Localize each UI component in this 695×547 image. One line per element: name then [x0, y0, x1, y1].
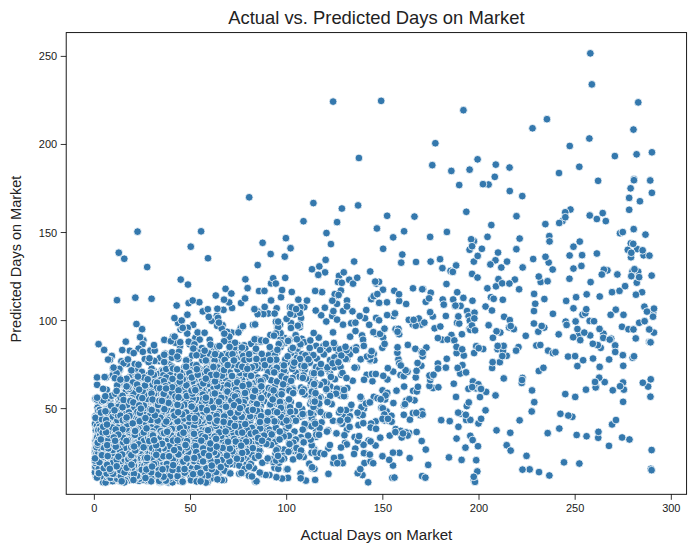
svg-text:0: 0 [91, 502, 97, 514]
svg-text:250: 250 [39, 50, 57, 62]
svg-text:150: 150 [374, 502, 392, 514]
svg-text:250: 250 [566, 502, 584, 514]
svg-text:150: 150 [39, 227, 57, 239]
svg-text:50: 50 [45, 403, 57, 415]
svg-text:200: 200 [470, 502, 488, 514]
svg-text:100: 100 [39, 315, 57, 327]
svg-text:100: 100 [278, 502, 296, 514]
svg-text:50: 50 [184, 502, 196, 514]
svg-text:300: 300 [662, 502, 680, 514]
svg-text:200: 200 [39, 138, 57, 150]
